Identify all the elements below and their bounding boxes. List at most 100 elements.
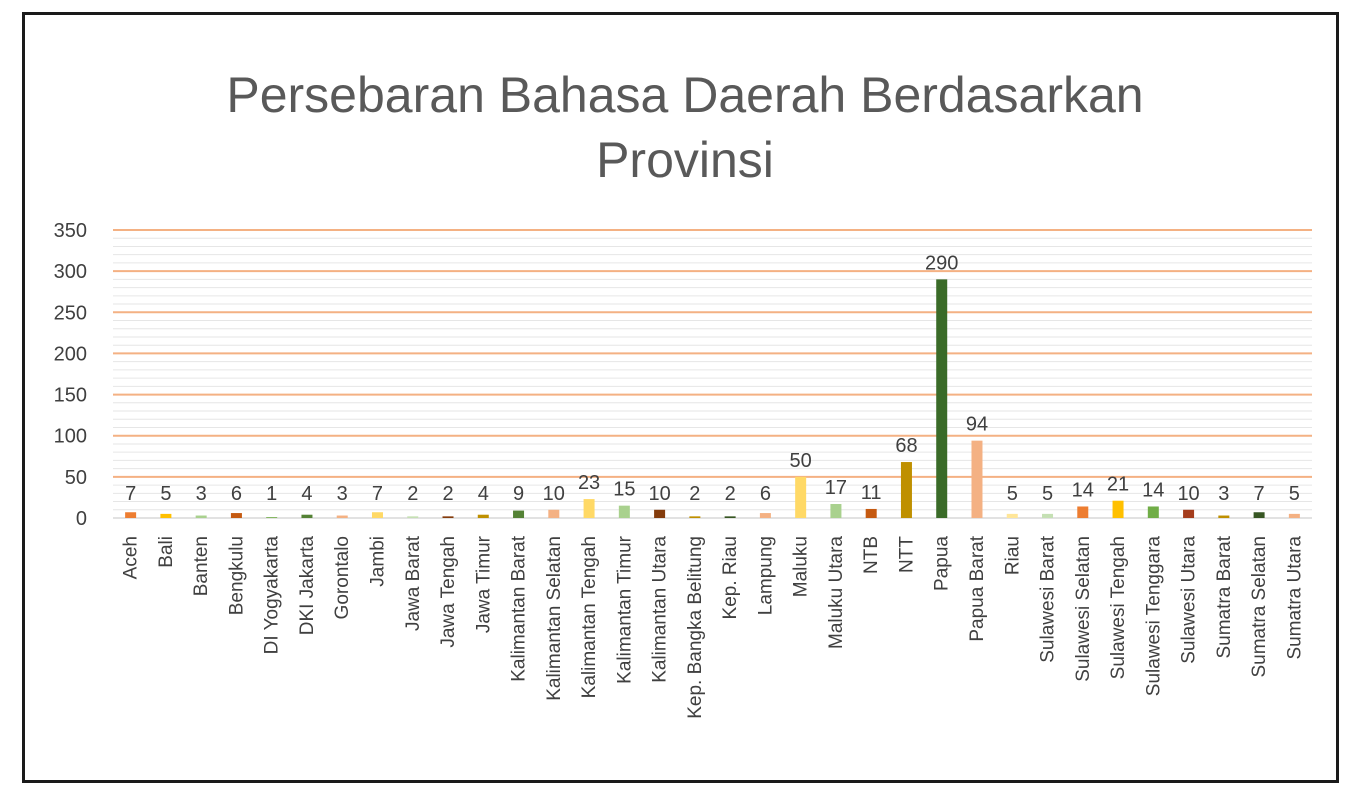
bar-sulawesi-tengah	[1112, 500, 1124, 518]
bar-bengkulu	[230, 513, 242, 518]
data-label: 2	[689, 483, 700, 505]
x-axis-ticks: Aceh Bali Banten Bengkulu DI Yogyakarta DKI J…	[121, 535, 1306, 718]
data-label: 68	[895, 435, 917, 457]
data-label: 15	[613, 479, 635, 501]
x-tick-label: Kalimantan Tengah	[579, 536, 600, 698]
data-label: 3	[337, 483, 348, 505]
data-label: 94	[966, 414, 988, 436]
x-tick-label: Sumatra Selatan	[1249, 536, 1270, 678]
bar-kalimantan-selatan	[548, 509, 560, 518]
gridlines	[113, 229, 1312, 519]
data-label: 2	[407, 483, 418, 505]
data-label: 290	[925, 252, 958, 274]
y-tick-label: 100	[54, 426, 87, 448]
data-label: 10	[1177, 483, 1199, 505]
data-label: 10	[648, 483, 670, 505]
x-tick-label: Sulawesi Selatan	[1073, 536, 1094, 682]
x-tick-label: Kalimantan Selatan	[544, 536, 565, 701]
y-axis-ticks: 0 50 100 150 200 250 300 350	[54, 220, 87, 530]
x-tick-label: Bengkulu	[226, 536, 247, 615]
bar-maluku	[795, 476, 807, 518]
x-tick-label: Jawa Tengah	[438, 536, 459, 648]
y-tick-label: 350	[54, 220, 87, 242]
bar-kalimantan-utara	[654, 509, 666, 518]
chart-title-line-1: Persebaran Bahasa Daerah Berdasarkan	[226, 67, 1143, 123]
bar-lampung	[759, 513, 771, 518]
x-tick-label: Jawa Timur	[473, 535, 494, 633]
data-label: 2	[725, 483, 736, 505]
data-label: 21	[1107, 474, 1129, 496]
data-label: 17	[825, 477, 847, 499]
data-label: 2	[442, 483, 453, 505]
bar-kep-riau	[724, 516, 736, 518]
y-tick-label: 300	[54, 261, 87, 283]
x-tick-label: DKI Jakarta	[297, 536, 318, 636]
bar-sumatra-barat	[1218, 515, 1230, 518]
x-tick-label: Sumatra Utara	[1284, 536, 1305, 660]
bar-sulawesi-tenggara	[1147, 506, 1159, 518]
bar-kalimantan-barat	[513, 510, 525, 518]
x-tick-label: Papua Barat	[967, 535, 988, 641]
y-tick-label: 0	[76, 508, 87, 530]
data-label: 5	[1042, 483, 1053, 505]
bar-sumatra-selatan	[1253, 512, 1265, 518]
bar-jawa-barat	[407, 516, 419, 518]
x-tick-label: Riau	[1002, 536, 1023, 575]
x-tick-label: Sulawesi Barat	[1038, 535, 1059, 662]
data-label: 7	[125, 483, 136, 505]
x-tick-label: Papua	[932, 536, 953, 591]
data-label: 6	[231, 483, 242, 505]
x-tick-label: Kalimantan Utara	[650, 536, 671, 683]
bar-ntt	[900, 462, 912, 518]
data-label: 7	[1254, 483, 1265, 505]
bar-jawa-timur	[477, 514, 489, 518]
y-tick-label: 150	[54, 385, 87, 407]
bar-banten	[195, 515, 207, 518]
x-tick-label: Sulawesi Tengah	[1108, 536, 1129, 679]
x-tick-label: Lampung	[755, 536, 776, 615]
data-label: 5	[1007, 483, 1018, 505]
data-label: 23	[578, 472, 600, 494]
x-tick-label: NTT	[896, 536, 917, 573]
y-tick-label: 50	[65, 467, 87, 489]
bar-kalimantan-tengah	[583, 499, 595, 518]
data-label: 4	[301, 483, 312, 505]
data-label: 3	[1218, 483, 1229, 505]
data-label: 14	[1072, 479, 1094, 501]
x-tick-label: Kep. Bangka Belitung	[685, 536, 706, 719]
data-label: 5	[160, 483, 171, 505]
bar-gorontalo	[336, 515, 348, 518]
x-tick-label: Banten	[191, 536, 212, 596]
bar-riau	[1006, 513, 1018, 518]
data-label: 1	[266, 483, 277, 505]
data-label: 11	[861, 482, 882, 504]
data-label: 3	[196, 483, 207, 505]
x-tick-label: Kep. Riau	[720, 536, 741, 619]
bars	[125, 279, 1300, 518]
bar-maluku-utara	[830, 504, 842, 518]
bar-bali	[160, 513, 172, 518]
bar-papua-barat	[971, 440, 983, 518]
bar-ntb	[865, 508, 877, 518]
bar-sumatra-utara	[1288, 513, 1300, 518]
y-tick-label: 200	[54, 343, 87, 365]
y-tick-label: 250	[54, 302, 87, 324]
data-label: 7	[372, 483, 383, 505]
bar-jawa-tengah	[442, 516, 454, 518]
data-label: 6	[760, 483, 771, 505]
bar-chart: Persebaran Bahasa Daerah Berdasarkan Pro…	[54, 67, 1312, 719]
bar-dki-jakarta	[301, 514, 313, 518]
bar-sulawesi-utara	[1183, 509, 1195, 518]
data-label: 4	[478, 483, 489, 505]
bar-sulawesi-selatan	[1077, 506, 1089, 518]
x-tick-label: Maluku	[791, 536, 812, 597]
x-tick-label: Aceh	[121, 536, 142, 579]
x-tick-label: Gorontalo	[332, 536, 353, 619]
x-tick-label: NTB	[861, 536, 882, 574]
x-tick-label: Bali	[156, 536, 177, 568]
data-label: 50	[790, 450, 812, 472]
x-tick-label: Sulawesi Utara	[1179, 536, 1200, 664]
x-tick-label: DI Yogyakarta	[262, 536, 283, 655]
data-label: 9	[513, 483, 524, 505]
